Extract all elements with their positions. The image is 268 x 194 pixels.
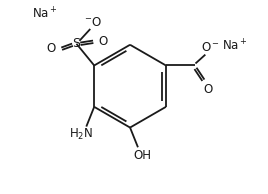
Text: OH: OH: [134, 149, 152, 162]
Text: H$_2$N: H$_2$N: [69, 127, 94, 142]
Text: O$^-$: O$^-$: [201, 41, 220, 54]
Text: O: O: [46, 42, 55, 55]
Text: O: O: [98, 35, 108, 48]
Text: Na$^+$: Na$^+$: [222, 38, 248, 53]
Text: S: S: [72, 37, 80, 50]
Text: O: O: [204, 83, 213, 96]
Text: Na$^+$: Na$^+$: [32, 7, 58, 22]
Text: $^{-}$O: $^{-}$O: [84, 16, 102, 29]
